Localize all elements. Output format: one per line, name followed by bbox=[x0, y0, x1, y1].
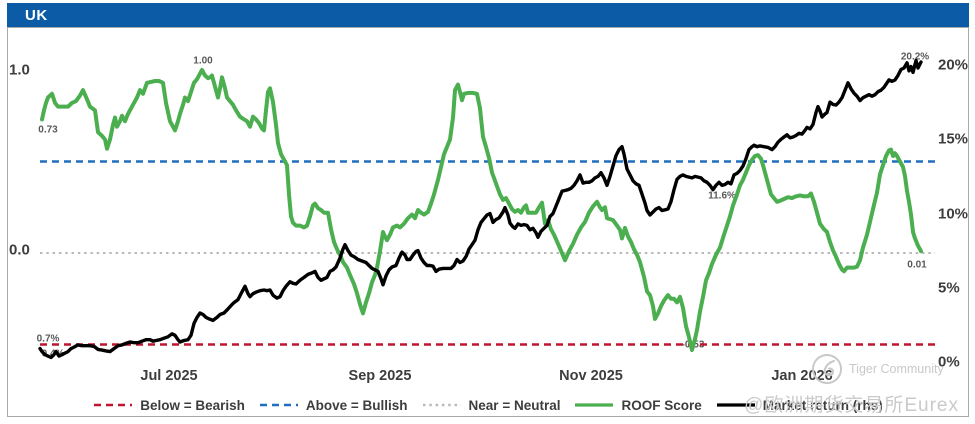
left-tick-0-0: 0.0 bbox=[9, 241, 30, 259]
tiger-watermark: Tiger Community bbox=[810, 352, 944, 386]
legend-item-below-bearish: Below = Bearish bbox=[92, 398, 245, 413]
right-tick-20: 20% bbox=[938, 56, 969, 74]
tiger-watermark-text: Tiger Community bbox=[849, 362, 944, 376]
eurex-watermark: @欧洲期货交易所Eurex bbox=[744, 395, 959, 416]
legend-item-market-return-rhs: Market return (rhs) bbox=[715, 398, 883, 413]
annotation-0-01: 0.01 bbox=[907, 259, 927, 271]
legend-item-near-neutral: Near = Neutral bbox=[421, 397, 561, 413]
legend-item-above-bullish: Above = Bullish bbox=[258, 398, 408, 413]
legend-label: Above = Bullish bbox=[305, 397, 408, 413]
legend: Below = Bearish Above = Bullish Near = Neu… bbox=[40, 395, 935, 415]
legend-label: Market return (rhs) bbox=[762, 397, 883, 413]
annotation-0-73: 0.73 bbox=[38, 124, 58, 136]
x-tick-jul-2025: Jul 2025 bbox=[140, 368, 198, 384]
x-tick-sep-2025: Sep 2025 bbox=[348, 368, 412, 384]
legend-label: Below = Bearish bbox=[140, 397, 245, 413]
legend-label: Near = Neutral bbox=[468, 397, 561, 413]
annotation-20-2: 20.2% bbox=[900, 51, 930, 63]
legend-label: ROOF Score bbox=[621, 397, 702, 413]
legend-sample-above-bullish bbox=[259, 403, 298, 407]
right-tick-15: 15% bbox=[938, 130, 969, 148]
legend-item-roof-score: ROOF Score bbox=[573, 397, 702, 413]
tiger-logo-icon bbox=[812, 354, 842, 384]
annotation-0-53: -0.53 bbox=[681, 339, 705, 351]
right-tick-5: 5% bbox=[938, 279, 960, 297]
x-tick-nov-2025: Nov 2025 bbox=[559, 368, 623, 384]
legend-sample-roof-score bbox=[575, 403, 614, 407]
annotation-0-4: 0.4% bbox=[41, 348, 65, 360]
left-tick-1-0: 1.0 bbox=[9, 61, 30, 79]
legend-sample-below-bearish bbox=[94, 403, 133, 407]
chart-title: UK bbox=[25, 6, 48, 24]
legend-sample-market-return-rhs bbox=[716, 403, 755, 407]
right-tick-10: 10% bbox=[938, 205, 969, 223]
right-tick-0: 0% bbox=[938, 353, 960, 371]
annotation-0-7: 0.7% bbox=[36, 333, 60, 345]
chart-header: UK bbox=[7, 3, 969, 27]
annotation-11-6: 11.6% bbox=[708, 190, 736, 202]
annotation-1-00: 1.00 bbox=[193, 55, 213, 67]
legend-sample-near-neutral bbox=[422, 403, 461, 407]
